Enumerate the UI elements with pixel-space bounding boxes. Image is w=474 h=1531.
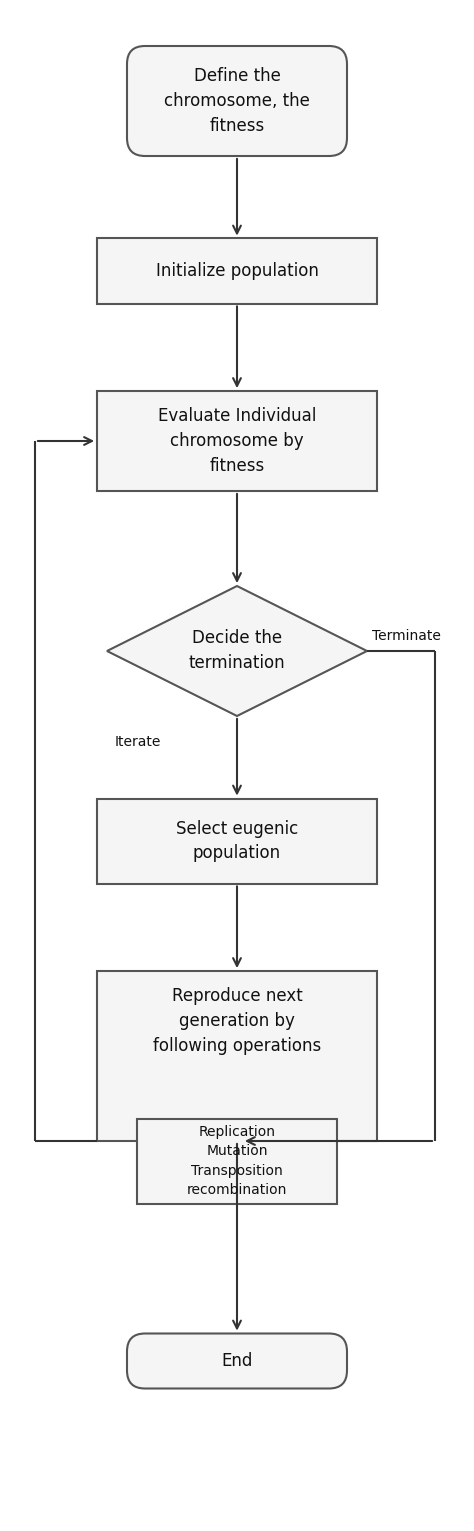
Text: Decide the
termination: Decide the termination bbox=[189, 629, 285, 672]
Text: Define the
chromosome, the
fitness: Define the chromosome, the fitness bbox=[164, 67, 310, 135]
Polygon shape bbox=[107, 586, 367, 717]
Bar bbox=[97, 390, 377, 491]
Text: Replication
Mutation
Transposition
recombination: Replication Mutation Transposition recom… bbox=[187, 1125, 287, 1197]
Text: Terminate: Terminate bbox=[372, 629, 441, 643]
Text: Select eugenic
population: Select eugenic population bbox=[176, 819, 298, 862]
Text: Reproduce next
generation by
following operations: Reproduce next generation by following o… bbox=[153, 987, 321, 1055]
Bar bbox=[97, 239, 377, 303]
FancyBboxPatch shape bbox=[127, 46, 347, 156]
Bar bbox=[97, 971, 377, 1141]
Text: Initialize population: Initialize population bbox=[155, 262, 319, 280]
Bar bbox=[97, 799, 377, 883]
Bar bbox=[137, 1119, 337, 1203]
Text: Evaluate Individual
chromosome by
fitness: Evaluate Individual chromosome by fitnes… bbox=[158, 407, 316, 475]
Text: Iterate: Iterate bbox=[115, 735, 161, 749]
FancyBboxPatch shape bbox=[127, 1334, 347, 1389]
Text: End: End bbox=[221, 1352, 253, 1370]
